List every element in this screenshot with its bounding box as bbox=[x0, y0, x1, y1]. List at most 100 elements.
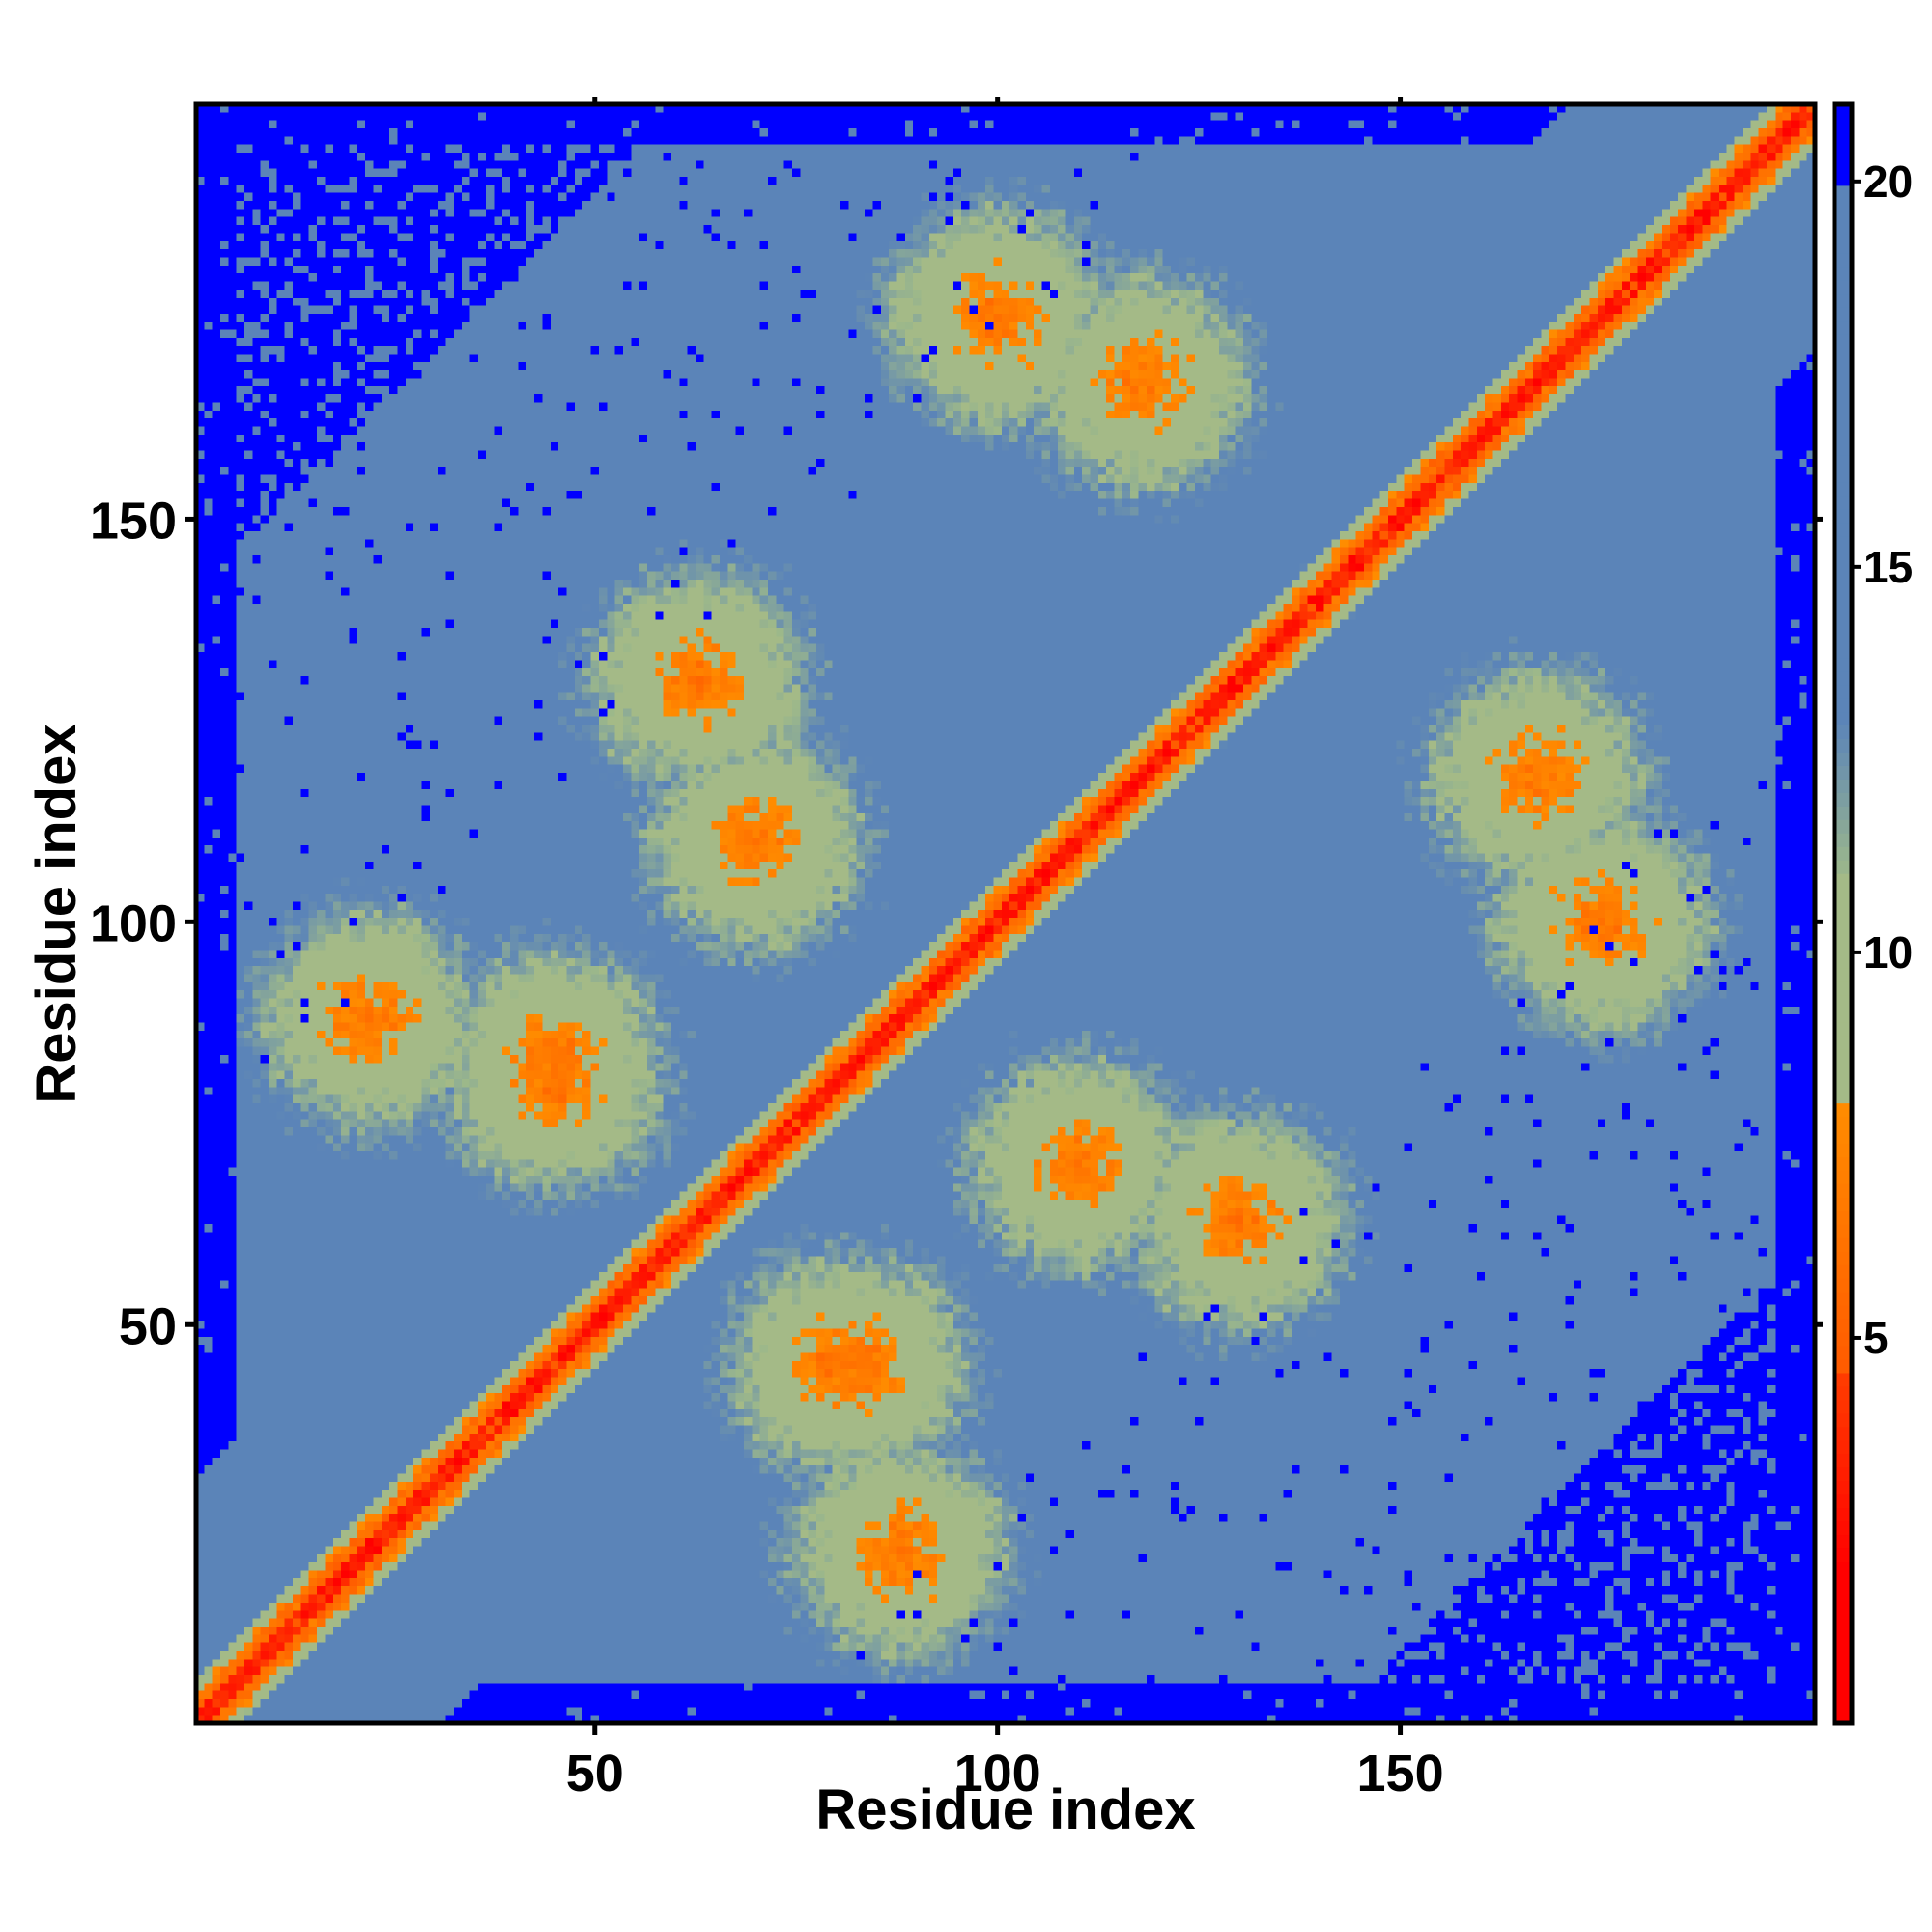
colorbar-segment bbox=[1834, 212, 1852, 227]
colorbar-segment bbox=[1834, 914, 1852, 928]
colorbar-segment bbox=[1834, 198, 1852, 213]
colorbar-segment bbox=[1834, 670, 1852, 686]
colorbar-segment bbox=[1834, 1588, 1852, 1603]
colorbar-segment bbox=[1834, 1156, 1852, 1171]
colorbar-segment bbox=[1834, 738, 1852, 753]
colorbar-segment bbox=[1834, 1292, 1852, 1306]
y-tick-label: 50 bbox=[119, 1297, 177, 1355]
colorbar-segment bbox=[1834, 926, 1852, 942]
colorbar-segment bbox=[1834, 171, 1852, 186]
colorbar-segment bbox=[1834, 320, 1852, 335]
colorbar-segment bbox=[1834, 1548, 1852, 1562]
colorbar-segment bbox=[1834, 1507, 1852, 1522]
y-tick-label: 100 bbox=[90, 895, 177, 952]
y-axis-ticks: 50 100 150 bbox=[90, 492, 1823, 1355]
colorbar-segment bbox=[1834, 496, 1852, 510]
colorbar-segment bbox=[1834, 455, 1852, 469]
colorbar-segment bbox=[1834, 697, 1852, 713]
colorbar-segment bbox=[1834, 1197, 1852, 1211]
colorbar-segment bbox=[1834, 360, 1852, 375]
colorbar-segment bbox=[1834, 1251, 1852, 1265]
colorbar-segment bbox=[1834, 724, 1852, 740]
colorbar-segment bbox=[1834, 130, 1852, 146]
colorbar-segment bbox=[1834, 630, 1852, 645]
colorbar-segment bbox=[1834, 225, 1852, 241]
colorbar-segment bbox=[1834, 1075, 1852, 1091]
colorbar-segment bbox=[1834, 940, 1852, 955]
colorbar-segment bbox=[1834, 657, 1852, 672]
x-tick-label: 150 bbox=[1357, 1745, 1444, 1803]
colorbar-segment bbox=[1834, 1561, 1852, 1576]
colorbar-segment bbox=[1834, 1520, 1852, 1536]
colorbar-segment bbox=[1834, 684, 1852, 699]
colorbar-segment bbox=[1834, 643, 1852, 659]
colorbar-segment bbox=[1834, 1305, 1852, 1320]
colorbar-segment bbox=[1834, 900, 1852, 915]
colorbar-segment bbox=[1834, 482, 1852, 497]
colorbar-segment bbox=[1834, 1669, 1852, 1684]
colorbar-segment bbox=[1834, 1143, 1852, 1157]
colorbar-segment bbox=[1834, 266, 1852, 281]
colorbar-segment bbox=[1834, 1237, 1852, 1252]
colorbar-segment bbox=[1834, 535, 1852, 551]
colorbar-segment bbox=[1834, 1062, 1852, 1077]
colorbar-segment bbox=[1834, 576, 1852, 591]
colorbar-segment bbox=[1834, 185, 1852, 200]
colorbar-segment bbox=[1834, 1575, 1852, 1589]
colorbar-segment bbox=[1834, 967, 1852, 982]
colorbar-segment bbox=[1834, 1615, 1852, 1630]
colorbar-segment bbox=[1834, 347, 1852, 361]
colorbar-segment bbox=[1834, 1170, 1852, 1184]
colorbar-segment bbox=[1834, 157, 1852, 173]
colorbar-segment bbox=[1834, 1129, 1852, 1145]
colorbar-segment bbox=[1834, 953, 1852, 969]
colorbar-segment bbox=[1834, 833, 1852, 847]
colorbar-segment bbox=[1834, 1116, 1852, 1131]
colorbar-segment bbox=[1834, 994, 1852, 1009]
colorbar-segment bbox=[1834, 428, 1852, 442]
colorbar-segment bbox=[1834, 1048, 1852, 1064]
colorbar-segment bbox=[1834, 1629, 1852, 1643]
colorbar-segment bbox=[1834, 117, 1852, 132]
colorbar-segment bbox=[1834, 1480, 1852, 1495]
colorbar: 5 10 15 20 bbox=[1832, 101, 1913, 1726]
heatmap-canvas-group bbox=[196, 104, 1815, 1723]
colorbar-segment bbox=[1834, 1264, 1852, 1279]
colorbar-tick-label: 5 bbox=[1863, 1313, 1889, 1363]
colorbar-tick-label: 20 bbox=[1863, 156, 1913, 207]
colorbar-segment bbox=[1834, 401, 1852, 415]
colorbar-segment bbox=[1834, 1412, 1852, 1428]
colorbar-segment bbox=[1834, 306, 1852, 322]
colorbar-segment bbox=[1834, 1183, 1852, 1198]
colorbar-segment bbox=[1834, 441, 1852, 456]
colorbar-segment bbox=[1834, 1710, 1852, 1724]
colorbar-segment bbox=[1834, 1439, 1852, 1455]
colorbar-segment bbox=[1834, 509, 1852, 524]
colorbar-segment bbox=[1834, 1399, 1852, 1414]
plot-frame bbox=[193, 101, 1818, 1726]
colorbar-segment bbox=[1834, 887, 1852, 901]
colorbar-segment bbox=[1834, 1656, 1852, 1670]
x-tick-label: 100 bbox=[954, 1745, 1041, 1803]
colorbar-segment bbox=[1834, 806, 1852, 820]
colorbar-segment bbox=[1834, 1021, 1852, 1037]
colorbar-segment bbox=[1834, 1089, 1852, 1104]
colorbar-segment bbox=[1834, 873, 1852, 888]
colorbar-segment bbox=[1834, 819, 1852, 834]
colorbar-segment bbox=[1834, 522, 1852, 537]
colorbar-segment bbox=[1834, 1696, 1852, 1711]
colorbar-segment bbox=[1834, 752, 1852, 766]
x-axis-ticks: 50 100 150 bbox=[566, 97, 1444, 1803]
colorbar-segment bbox=[1834, 589, 1852, 605]
x-axis-title: Residue index bbox=[815, 1778, 1195, 1841]
y-axis-title: Residue index bbox=[25, 724, 88, 1103]
colorbar-segment bbox=[1834, 414, 1852, 429]
colorbar-segment bbox=[1834, 1426, 1852, 1441]
colorbar-segment bbox=[1834, 1035, 1852, 1050]
colorbar-segment bbox=[1834, 603, 1852, 618]
colorbar-tick-label: 15 bbox=[1863, 542, 1913, 592]
colorbar-segment bbox=[1834, 387, 1852, 402]
y-tick-label: 150 bbox=[90, 492, 177, 550]
colorbar-segment bbox=[1834, 104, 1852, 119]
colorbar-segment bbox=[1834, 293, 1852, 308]
